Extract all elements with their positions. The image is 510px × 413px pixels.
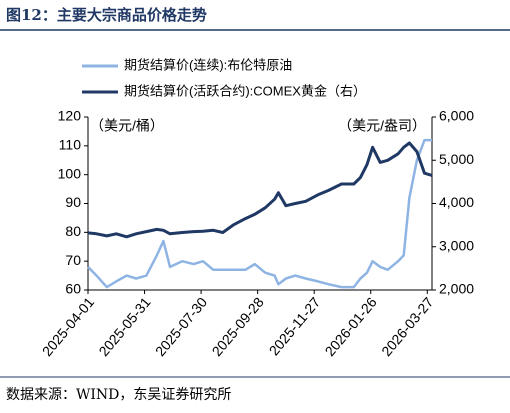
x-tick-label: 2025-11-27: [266, 294, 324, 359]
y2-tick-label: 3,000: [439, 237, 474, 253]
chart-title: 图12：主要大宗商品价格走势: [6, 6, 207, 24]
y2-tick-label: 5,000: [439, 151, 474, 167]
x-tick-label: 2026-03-27: [378, 294, 436, 359]
y2-tick-label: 2,000: [439, 281, 474, 297]
source: 数据来源：WIND，东吴证券研究所: [6, 387, 231, 403]
legend-label: 期货结算价(活跃合约):COMEX黄金（右）: [124, 83, 366, 98]
y-tick-label: 100: [58, 165, 82, 181]
y-unit: （美元/桶）: [90, 118, 164, 134]
series-line: [87, 138, 432, 289]
x-tick-label: 2025-09-28: [208, 294, 266, 359]
series-line: [87, 141, 433, 239]
y-tick-label: 120: [58, 108, 82, 124]
y2-unit: （美元/盎司）: [338, 118, 426, 134]
y-tick-label: 110: [59, 137, 82, 153]
legend-label: 期货结算价(连续):布伦特原油: [124, 57, 292, 72]
y-tick-label: 90: [65, 194, 81, 210]
y-tick-label: 80: [65, 223, 81, 239]
x-tick-label: 2026-01-26: [322, 294, 380, 359]
y2-tick-label: 6,000: [439, 108, 474, 124]
x-tick-label: 2025-07-30: [152, 294, 210, 359]
y-tick-label: 70: [65, 252, 81, 268]
x-tick-label: 2025-04-01: [39, 294, 97, 359]
x-tick-label: 2025-05-31: [95, 294, 153, 359]
y2-tick-label: 4,000: [439, 194, 474, 210]
y-tick-label: 60: [65, 281, 81, 297]
